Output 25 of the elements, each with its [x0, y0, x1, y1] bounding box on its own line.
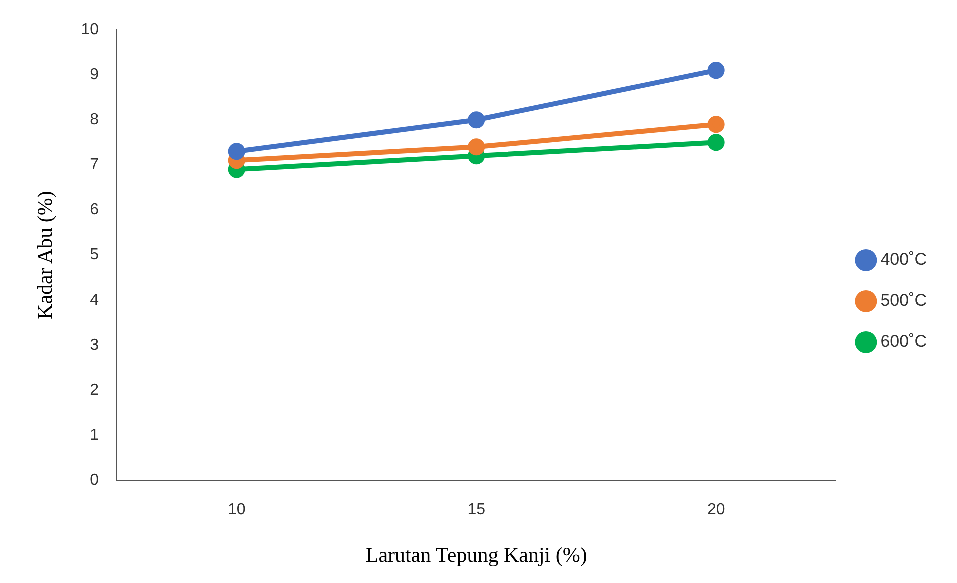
point	[468, 112, 486, 129]
y-tick-label: 3	[90, 336, 100, 354]
point	[468, 138, 486, 156]
y-tick-label: 9	[90, 66, 100, 84]
legend-label: 500˚C	[880, 291, 928, 310]
y-axis-title: Kadar Abu (%)	[33, 191, 58, 320]
point	[708, 116, 725, 134]
legend-label: 400˚C	[880, 250, 928, 270]
x-tick-label: 10	[228, 502, 246, 519]
y-tick-label: 6	[90, 202, 100, 219]
x-tick-label: 15	[468, 502, 486, 519]
legend-label: 600˚C	[880, 332, 928, 352]
y-tick-label: 1	[90, 426, 100, 444]
point	[708, 62, 725, 80]
y-tick-label: 5	[90, 246, 100, 264]
y-tick-label: 0	[90, 472, 100, 490]
y-tick-label: 10	[81, 21, 100, 38]
y-tick-label: 7	[90, 156, 100, 174]
y-tick-label: 8	[90, 112, 100, 129]
y-tick-label: 2	[90, 382, 100, 399]
y-tick-label: 4	[90, 292, 100, 309]
x-tick-label: 20	[707, 502, 726, 519]
x-axis-title: Larutan Tepung Kanji (%)	[366, 542, 588, 567]
point	[228, 143, 246, 160]
point	[708, 134, 725, 152]
